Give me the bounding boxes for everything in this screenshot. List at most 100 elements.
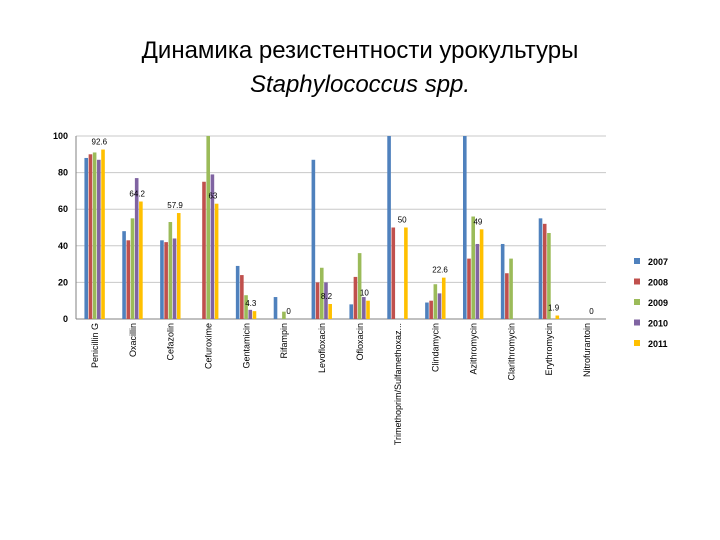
bar (324, 282, 328, 319)
data-label: 63 (208, 192, 217, 201)
legend-swatch (634, 278, 640, 285)
legend-swatch (634, 319, 640, 326)
bar (357, 253, 362, 319)
bar (328, 303, 332, 319)
bar (84, 157, 89, 319)
data-label: 22.6 (432, 266, 448, 275)
data-label: 49 (473, 217, 482, 226)
bar (433, 284, 438, 319)
bar (467, 258, 471, 319)
bar (206, 136, 210, 319)
bar (101, 149, 105, 319)
bar (210, 174, 215, 319)
x-tick-label: Penicillin G (90, 323, 100, 368)
bar (126, 240, 131, 319)
data-label: 57.9 (167, 201, 183, 210)
data-label: 0 (286, 307, 291, 316)
bar (425, 302, 429, 319)
data-label: 64.2 (129, 190, 145, 199)
y-tick-label: 20 (58, 277, 68, 287)
x-tick-label: Clindamycin (431, 323, 441, 372)
x-tick-label: Oxacillin (128, 323, 138, 357)
bar (248, 309, 253, 319)
bar (235, 265, 240, 319)
bar (542, 223, 547, 319)
bar (353, 276, 358, 319)
bar (202, 181, 206, 319)
y-tick-label: 0 (63, 314, 68, 324)
bar (471, 216, 475, 319)
bar (315, 282, 320, 319)
bar (387, 136, 391, 319)
bar (168, 222, 173, 319)
data-label: 50 (398, 216, 407, 225)
data-label: 1.9 (548, 304, 560, 313)
bar (97, 159, 101, 319)
x-tick-label: Cefazolin (166, 323, 176, 361)
bar (429, 300, 433, 319)
legend-label: 2011 (648, 339, 668, 349)
x-tick-label: Rifampin (279, 323, 289, 359)
x-tick-label: Levofloxacin (317, 323, 327, 373)
bar (244, 295, 248, 319)
x-tick-label: Azithromycin (469, 323, 479, 375)
legend-swatch (634, 299, 640, 305)
y-tick-label: 80 (58, 168, 68, 178)
data-label: 4.3 (245, 299, 257, 308)
x-tick-label: Cefuroxime (204, 323, 214, 369)
bar (404, 227, 408, 319)
bar (538, 218, 543, 319)
title-line-1: Динамика резистентности урокультуры (141, 37, 579, 64)
bar (130, 218, 135, 319)
bar (172, 238, 177, 319)
bar (547, 232, 551, 319)
bar (311, 159, 316, 319)
bar (463, 136, 467, 319)
bar (273, 297, 278, 319)
bar (252, 311, 257, 319)
legend-label: 2010 (648, 319, 668, 329)
bar (555, 315, 560, 319)
bar (176, 213, 181, 319)
data-label: 92.6 (92, 138, 108, 147)
y-tick-label: 60 (58, 204, 68, 214)
data-label: 10 (360, 289, 369, 298)
bar (164, 242, 168, 319)
bar (319, 267, 324, 319)
x-tick-label: Ofloxacin (355, 323, 365, 361)
legend-label: 2009 (648, 298, 668, 308)
x-tick-label: Erythromycin (544, 323, 554, 376)
bar (437, 293, 442, 319)
bar (500, 243, 505, 319)
bar (88, 154, 93, 319)
bar (282, 311, 286, 319)
y-tick-label: 40 (58, 241, 68, 251)
legend-swatch (634, 258, 640, 264)
title-line-2: Staphylococcus spp. (249, 71, 471, 98)
bar (479, 229, 484, 319)
bar (362, 297, 366, 319)
data-label: 8.2 (321, 292, 333, 301)
bar (509, 258, 513, 319)
bar (139, 201, 143, 319)
x-tick-label: Gentamicin (241, 323, 251, 369)
bar (441, 277, 446, 319)
bar (160, 240, 164, 319)
bar (214, 203, 219, 319)
y-tick-label: 100 (53, 131, 68, 141)
bar (240, 275, 244, 319)
bar (366, 300, 370, 319)
x-tick-label: Trimethoprim/Sulfamethoxaz... (393, 323, 403, 445)
bar (134, 178, 139, 319)
bar (391, 227, 396, 319)
legend-label: 2008 (648, 278, 668, 288)
legend-swatch (634, 340, 640, 346)
chart-title: Динамика резистентности урокультуры Stap… (0, 34, 720, 102)
bar (122, 231, 126, 319)
x-tick-label: Clarithromycin (506, 323, 516, 381)
bar (475, 243, 480, 319)
legend-label: 2007 (648, 257, 668, 267)
bar (505, 273, 509, 319)
data-label: 0 (589, 307, 594, 316)
